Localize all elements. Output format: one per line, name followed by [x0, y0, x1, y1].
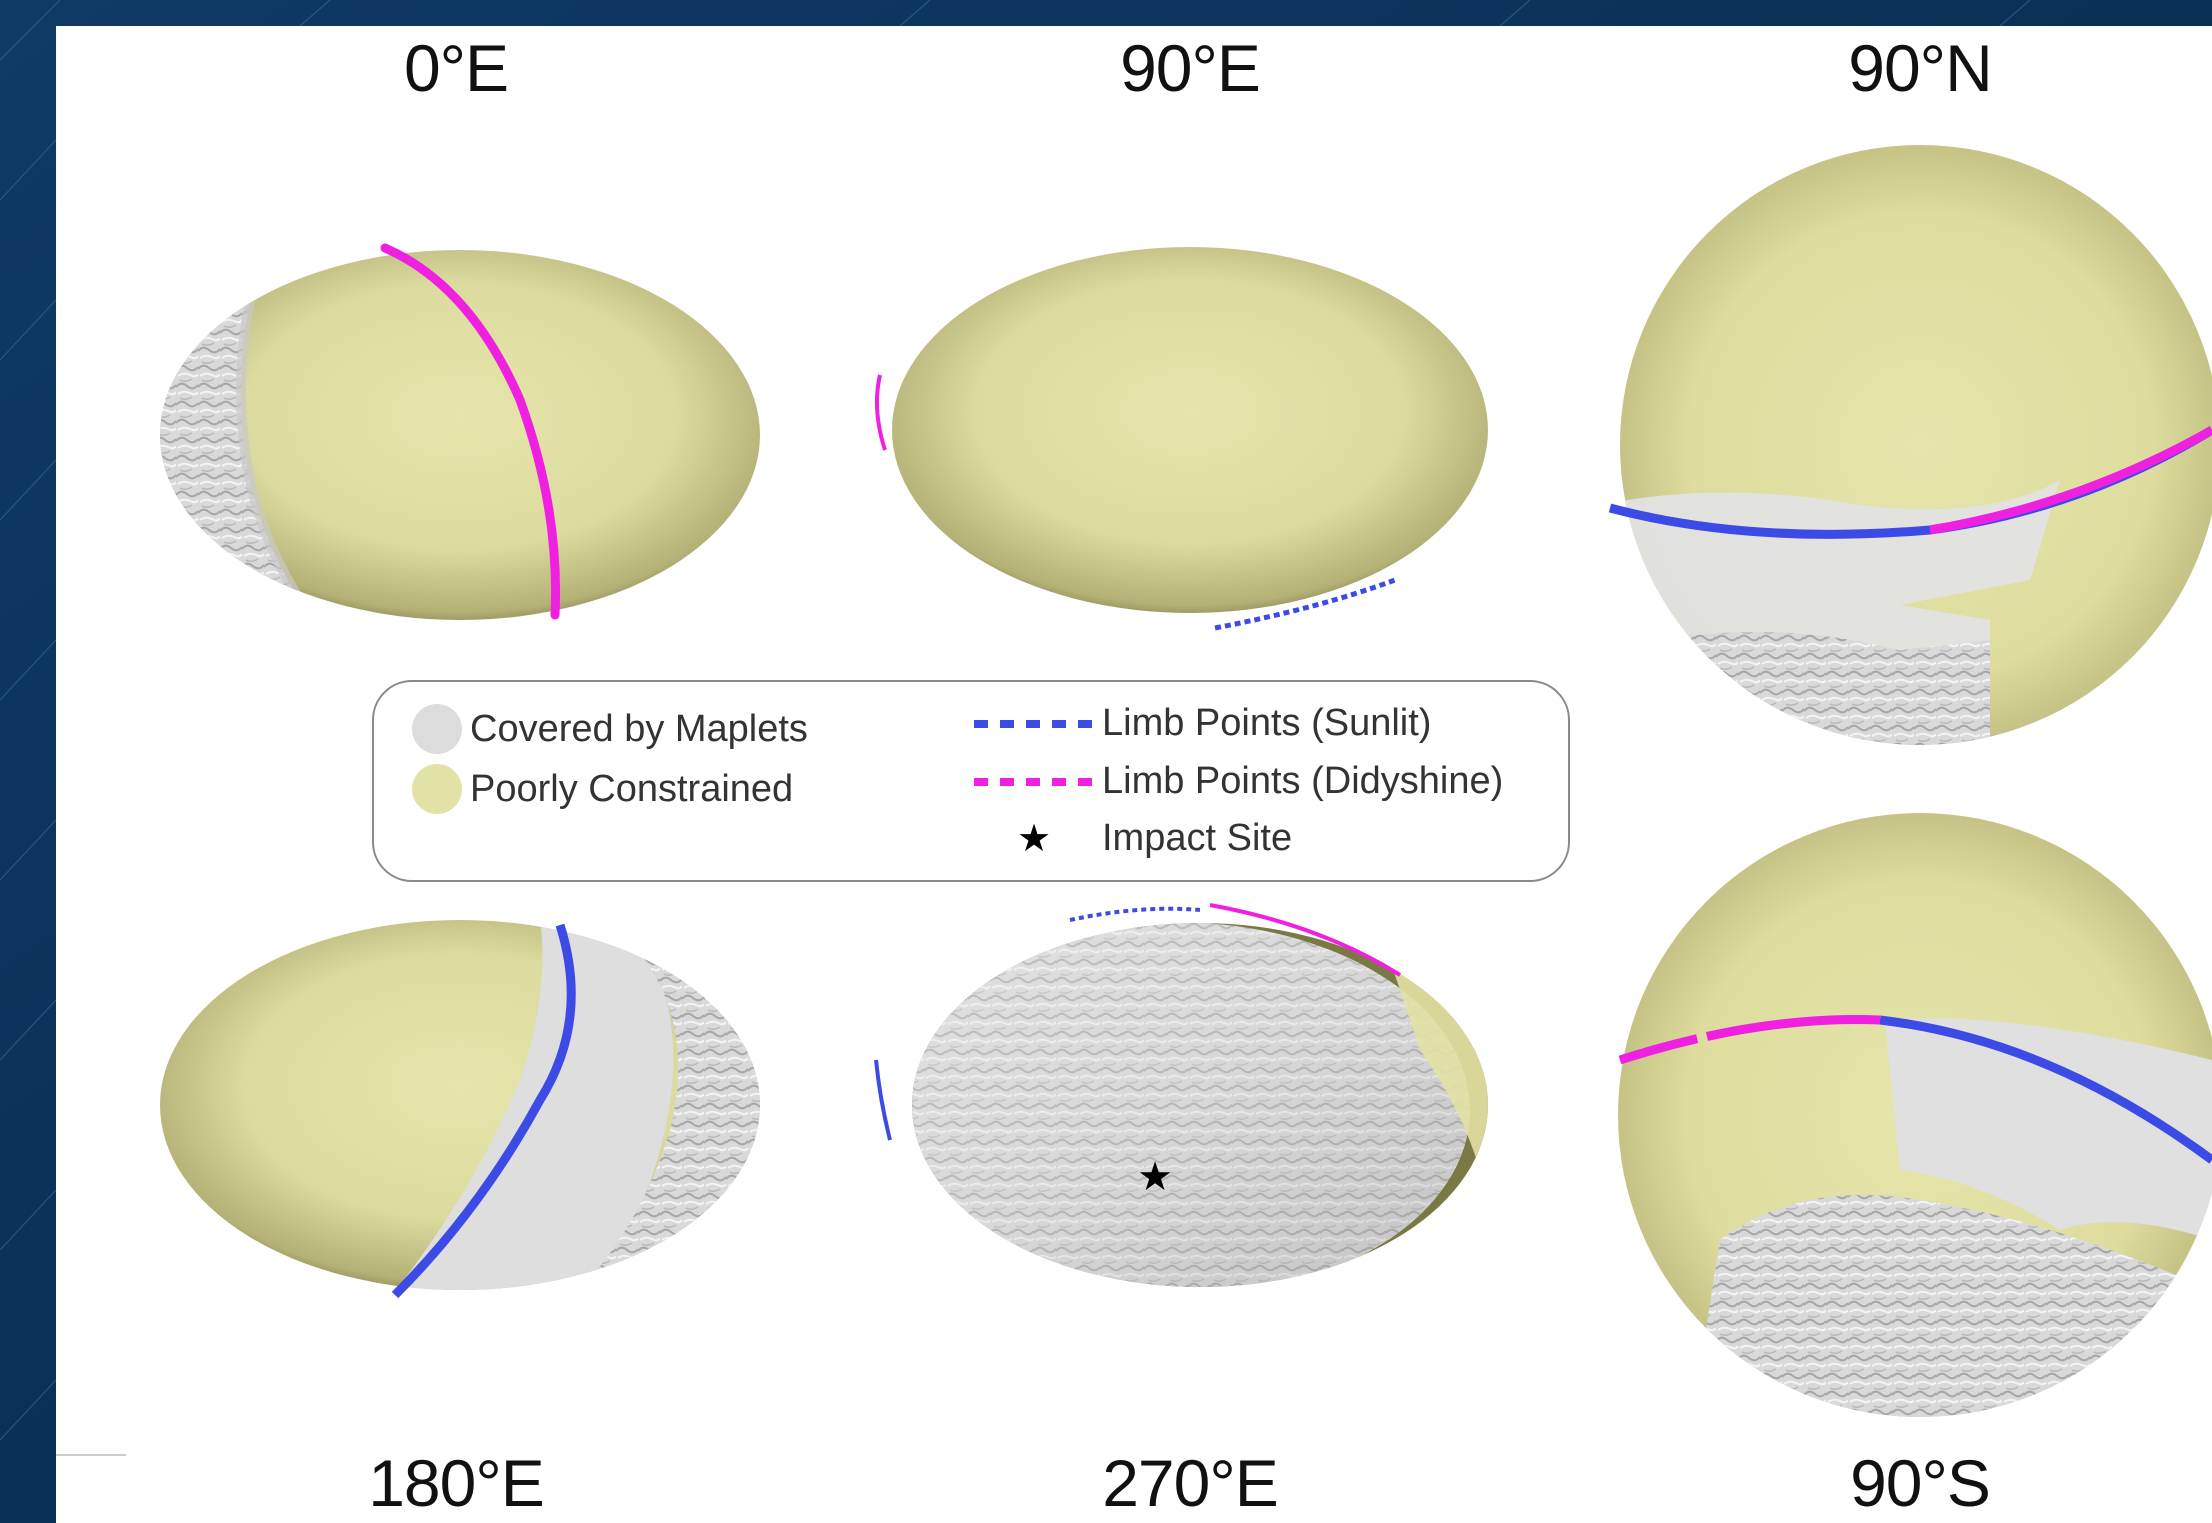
view-label-90N: 90°N: [1720, 30, 2120, 106]
legend-item-poorly: Poorly Constrained: [412, 764, 793, 814]
legend: Covered by Maplets Poorly Constrained Li…: [372, 680, 1570, 882]
star-icon: ★: [974, 816, 1094, 861]
legend-item-sunlit: Limb Points (Sunlit): [974, 702, 1431, 745]
poorly-constrained-swatch-icon: [412, 764, 462, 814]
view-270E-body: [876, 905, 1500, 1298]
sunlit-dash-icon: [974, 720, 1094, 728]
view-90N-body: [1600, 145, 2212, 760]
legend-item-didyshine: Limb Points (Didyshine): [974, 760, 1503, 803]
legend-label-didyshine: Limb Points (Didyshine): [1102, 760, 1503, 803]
legend-item-impact: ★ Impact Site: [974, 816, 1292, 861]
view-label-0E: 0°E: [256, 30, 656, 106]
divider: [56, 1454, 126, 1456]
legend-label-impact: Impact Site: [1102, 817, 1292, 860]
maplets-swatch-icon: [412, 704, 462, 754]
legend-label-sunlit: Limb Points (Sunlit): [1102, 702, 1431, 745]
legend-label-poorly: Poorly Constrained: [470, 768, 793, 811]
impact-site-star-icon: ★: [1137, 1154, 1173, 1200]
view-90E-body: [877, 247, 1488, 628]
view-label-90E: 90°E: [990, 30, 1390, 106]
view-label-90S: 90°S: [1720, 1445, 2120, 1521]
didyshine-dash-icon: [974, 778, 1094, 786]
view-label-180E: 180°E: [256, 1445, 656, 1521]
legend-label-maplets: Covered by Maplets: [470, 708, 808, 751]
view-180E-body: [160, 920, 780, 1310]
view-0E-body: [120, 247, 760, 640]
view-label-270E: 270°E: [990, 1445, 1390, 1521]
view-90S-body: [1618, 813, 2212, 1430]
legend-item-maplets: Covered by Maplets: [412, 704, 808, 754]
